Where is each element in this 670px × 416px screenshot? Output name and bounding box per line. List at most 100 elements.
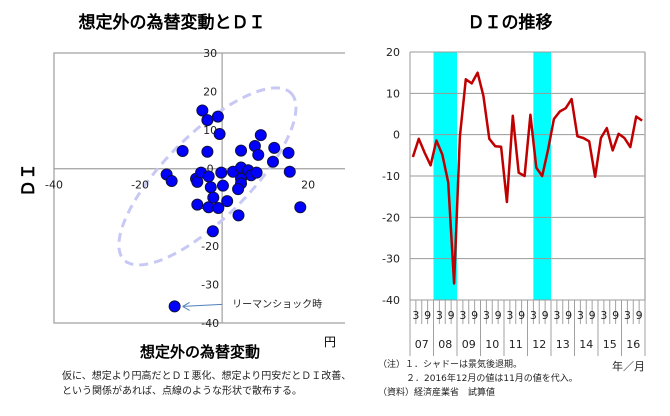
scatter-point xyxy=(254,129,267,142)
annotation-arrow xyxy=(182,303,223,307)
line-xlabel: 年／月 xyxy=(612,360,645,373)
x-month-label: 9 xyxy=(471,309,478,322)
plot-border xyxy=(53,52,345,324)
caption-line: という関係があれば、点線のような形状で散布する。 xyxy=(62,386,302,397)
x-year-label: 07 xyxy=(415,338,429,351)
x-month-label: 3 xyxy=(412,309,419,322)
x-year-label: 12 xyxy=(532,338,546,351)
scatter-plot-area xyxy=(53,52,345,324)
scatter-chart: 想定外の為替変動とＤＩ -40-200203020100-10-20-30-40… xyxy=(19,12,345,361)
y-tick-label: -20 xyxy=(382,211,400,224)
line-title: ＤＩの推移 xyxy=(468,12,553,33)
scatter-point xyxy=(266,155,279,168)
scatter-point xyxy=(216,179,229,192)
note-1: （注）１．シャドーは景気後退期。 xyxy=(378,360,523,370)
scatter-point xyxy=(201,114,214,127)
scatter-points xyxy=(160,104,307,313)
x-month-label: 3 xyxy=(553,309,560,322)
x-month-label: 9 xyxy=(542,309,549,322)
note-2: ２．2016年12月の値は11月の値を代入。 xyxy=(406,374,578,384)
scatter-point xyxy=(201,145,214,158)
x-month-label: 3 xyxy=(577,309,584,322)
scatter-caption: 仮に、想定より円高だとＤＩ悪化、想定より円安だとＤＩ改善、 という関係があれば、… xyxy=(62,369,351,399)
scatter-point xyxy=(206,225,219,238)
scatter-point xyxy=(213,128,226,140)
scatter-point xyxy=(212,202,225,215)
y-tick-label: 10 xyxy=(386,87,400,100)
x-month-label: 3 xyxy=(506,309,513,322)
note-source: （資料）経済産業省 試算値 xyxy=(378,388,496,398)
x-tick-label: -40 xyxy=(45,179,63,192)
x-tick-label: -20 xyxy=(131,179,149,192)
scatter-point xyxy=(232,183,245,196)
scatter-x-unit: 円 xyxy=(324,335,336,349)
scatter-point xyxy=(176,144,189,157)
y-tick-label: -20 xyxy=(201,240,219,253)
x-month-label: 9 xyxy=(612,309,619,322)
x-month-label: 9 xyxy=(565,309,572,322)
x-year-label: 10 xyxy=(485,338,499,351)
x-month-label: 3 xyxy=(459,309,466,322)
x-year-label: 09 xyxy=(462,338,476,351)
scatter-point xyxy=(252,148,265,161)
dashed-ellipse xyxy=(117,86,298,267)
x-year-label: 14 xyxy=(579,338,593,351)
x-year-label: 08 xyxy=(438,338,452,351)
x-month-label: 9 xyxy=(518,309,525,322)
x-month-label: 3 xyxy=(530,309,537,322)
scatter-title: 想定外の為替変動とＤＩ xyxy=(79,12,266,33)
scatter-point xyxy=(207,191,220,204)
di-line xyxy=(411,71,643,285)
x-month-label: 3 xyxy=(483,309,490,322)
arrow-head-icon xyxy=(182,301,190,311)
y-tick-label: -30 xyxy=(201,278,219,291)
scatter-point xyxy=(250,166,263,179)
y-tick-label: 20 xyxy=(203,86,217,99)
scatter-xlabel: 想定外の為替変動 xyxy=(139,343,260,361)
x-month-label: 3 xyxy=(436,309,443,322)
x-month-label: 3 xyxy=(600,309,607,322)
scatter-point xyxy=(268,141,281,154)
y-tick-label: -40 xyxy=(201,317,219,330)
scatter-point xyxy=(211,110,224,123)
x-year-label: 16 xyxy=(626,338,640,351)
y-tick-label: 30 xyxy=(203,47,217,60)
line-notes: （注）１．シャドーは景気後退期。 ２．2016年12月の値は11月の値を代入。 … xyxy=(378,358,578,400)
scatter-point xyxy=(196,104,209,117)
annotation-label: リーマンショック時 xyxy=(232,298,322,310)
y-tick-label: -40 xyxy=(382,294,400,307)
y-tick-label: 0 xyxy=(393,129,400,142)
hypothesis-ellipse xyxy=(117,86,298,267)
caption-line: 仮に、想定より円高だとＤＩ悪化、想定より円安だとＤＩ改善、 xyxy=(62,371,352,382)
scatter-point xyxy=(283,165,296,178)
scatter-point xyxy=(282,146,295,159)
x-year-label: 15 xyxy=(603,338,617,351)
x-tick-label: 20 xyxy=(301,179,315,192)
scatter-point xyxy=(165,175,178,188)
x-month-label: 9 xyxy=(589,309,596,322)
scatter-point xyxy=(235,144,248,157)
scatter-point xyxy=(204,181,217,194)
x-month-label: 9 xyxy=(448,309,455,322)
scatter-point xyxy=(215,166,228,179)
y-tick-label: 0 xyxy=(207,163,214,176)
x-month-label: 9 xyxy=(495,309,502,322)
x-month-label: 9 xyxy=(636,309,643,322)
x-year-label: 13 xyxy=(556,338,570,351)
scatter-point xyxy=(202,170,215,183)
x-year-label: 11 xyxy=(509,338,523,351)
scatter-point xyxy=(191,198,204,211)
x-month-label: 3 xyxy=(624,309,631,322)
di-series xyxy=(411,71,643,285)
y-tick-label: -10 xyxy=(382,170,400,183)
scatter-ylabel: ＤＩ xyxy=(19,163,39,197)
scatter-point xyxy=(294,201,307,214)
scatter-point xyxy=(232,209,245,222)
scatter-point xyxy=(221,195,234,208)
y-tick-label: -30 xyxy=(382,253,400,266)
lehman-annotation: リーマンショック時 xyxy=(182,298,322,311)
scatter-point xyxy=(168,300,181,313)
x-month-label: 9 xyxy=(424,309,431,322)
